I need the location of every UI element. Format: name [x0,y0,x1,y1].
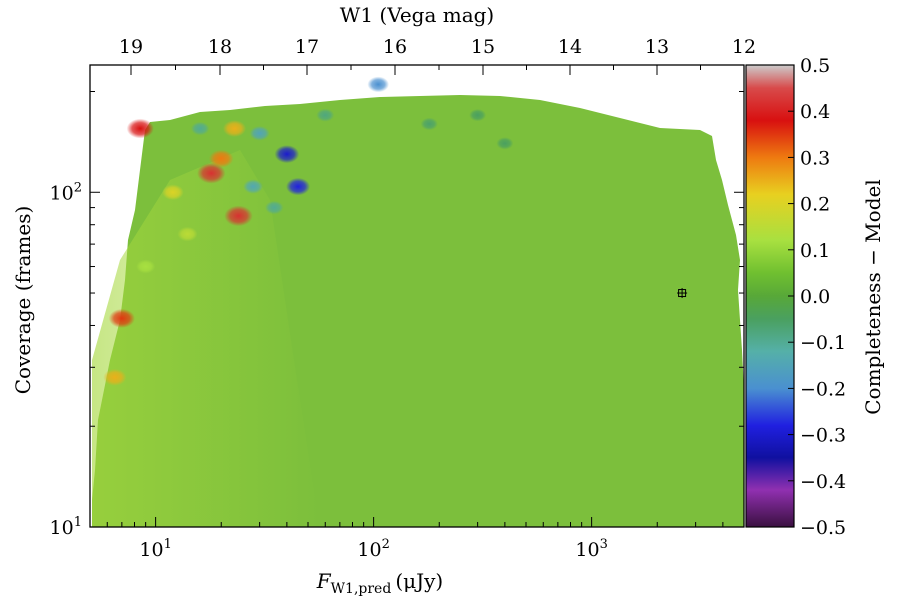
hotspot [162,184,184,201]
colorbar-tick-label: 0.3 [800,147,830,169]
top-tick-label: 12 [732,36,756,58]
hotspot [469,108,487,122]
top-tick-label: 13 [645,36,669,58]
hotspot [496,137,514,150]
top-tick-label: 14 [558,36,582,58]
hotspot [136,259,156,274]
colorbar [745,64,795,528]
x-tick-label: 102 [357,537,389,561]
y-tick-label: 102 [50,180,82,204]
hotspot [243,179,263,194]
hotspot [367,76,390,93]
hotspot [249,126,270,141]
plot-area [92,76,744,527]
top-tick-label: 16 [383,36,407,58]
x-tick-label: 103 [575,537,607,561]
hotspot [103,368,127,386]
hotspot [208,149,234,168]
top-axis-label: W1 (Vega mag) [340,3,494,27]
x-axis-label: FW1,pred (μJy) [316,569,443,597]
hotspot [197,162,226,184]
hotspot [177,226,198,242]
colorbar-label: Completeness − Model [861,179,885,415]
hotspot-group [103,76,514,386]
colorbar-tick-label: −0.1 [800,332,846,354]
colorbar-tick-label: 0.4 [800,101,830,123]
hotspot [264,200,284,215]
top-tick-label: 19 [119,36,143,58]
colorbar-tick-label: 0.1 [800,240,830,262]
hotspot [126,118,154,139]
top-tick-label: 15 [471,36,495,58]
colorbar-tick-label: 0.2 [800,194,830,216]
hotspot [224,205,253,227]
colorbar-tick-label: −0.4 [800,471,846,493]
colorbar-tick-label: −0.5 [800,517,846,539]
colorbar-tick-label: 0.0 [800,286,830,308]
colorbar-tick-label: 0.5 [800,55,830,77]
hotspot [274,145,300,164]
x-tick-label: 101 [139,537,171,561]
top-axis-ticks: 19 18 17 16 15 14 13 12 [119,36,756,75]
hotspot [316,108,335,122]
hotspot [420,117,438,131]
plot-frame [89,64,745,528]
faint-band [92,150,320,527]
hotspot [108,308,135,328]
top-tick-label: 18 [208,36,232,58]
colorbar-tick-label: −0.2 [800,378,846,400]
hotspot [190,121,210,136]
top-tick-label: 17 [295,36,319,58]
colorbar-ticks: 0.5 0.4 0.3 0.2 0.1 0.0 −0.1 −0.2 −0.3 −0.4 −0.5 [788,55,846,539]
hotspot [286,177,311,196]
colorbar-tick-label: −0.3 [800,425,846,447]
hotspot [222,120,247,137]
error-marker [677,288,688,299]
y-axis-label: Coverage (frames) [11,206,35,395]
x-axis-ticks: 101 102 103 [89,517,745,561]
y-tick-label: 101 [50,515,82,539]
y-axis-ticks: 101 102 [50,91,744,539]
